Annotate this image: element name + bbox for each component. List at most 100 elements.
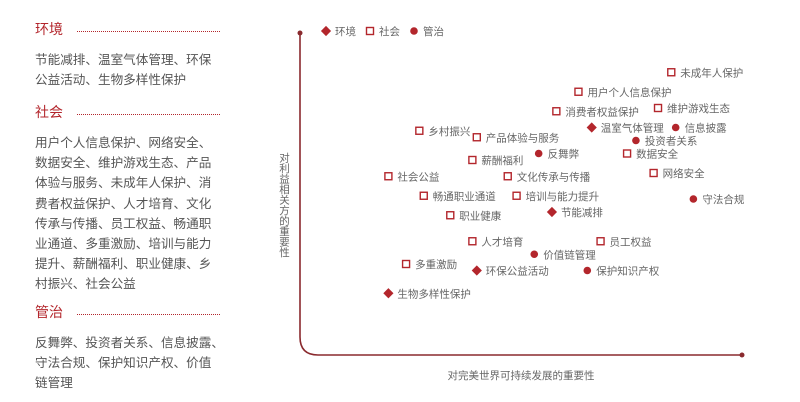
data-point: 价值链管理 — [530, 248, 596, 261]
point-label: 未成年人保护 — [680, 66, 743, 79]
dotted-divider — [77, 30, 220, 32]
data-point: 未成年人保护 — [667, 66, 743, 79]
data-point: 员工权益 — [596, 235, 652, 248]
point-label: 薪酬福利 — [481, 154, 523, 167]
point-label: 节能减排 — [561, 206, 603, 219]
point-marker — [384, 172, 393, 181]
point-label: 乡村振兴 — [428, 125, 470, 138]
point-marker — [586, 122, 597, 133]
data-point: 数据安全 — [622, 148, 679, 161]
hollow-square-marker-icon — [365, 26, 375, 36]
point-marker — [468, 155, 477, 165]
point-marker — [415, 126, 424, 135]
data-point: 节能减排 — [546, 206, 603, 219]
data-point: 维护游戏生态 — [653, 102, 731, 115]
point-marker — [667, 68, 676, 77]
data-point: 信息披露 — [671, 122, 727, 135]
legend-label: 管治 — [423, 25, 444, 38]
section-title: 社会 — [35, 105, 63, 121]
legend-label: 社会 — [379, 25, 400, 38]
data-point: 乡村振兴 — [415, 125, 470, 138]
point-label: 畅通职业通道 — [433, 190, 496, 203]
text-line: 提升、薪酬福利、职业健康、乡 — [35, 256, 212, 272]
point-marker — [622, 149, 632, 158]
data-point: 畅通职业通道 — [419, 190, 496, 203]
legend-item: 环境 — [320, 25, 356, 38]
text-line: 传承与传播、员工权益、畅通职 — [35, 215, 212, 231]
data-point: 守法合规 — [689, 193, 745, 206]
point-label: 产品体验与服务 — [486, 131, 560, 144]
point-label: 员工权益 — [610, 235, 652, 248]
point-label: 用户个人信息保护 — [587, 86, 671, 99]
data-point: 多重激励 — [401, 258, 457, 271]
point-label: 网络安全 — [663, 167, 705, 180]
point-marker — [632, 136, 640, 145]
point-label: 人才培育 — [481, 235, 523, 248]
legend-item: 社会 — [365, 25, 400, 38]
point-marker — [649, 168, 658, 178]
point-marker — [596, 237, 605, 246]
data-point: 培训与能力提升 — [512, 190, 600, 203]
data-point: 消费者权益保护 — [552, 105, 639, 118]
point-label: 消费者权益保护 — [565, 105, 639, 118]
text-line: 守法合规、保护知识产权、价值 — [35, 355, 212, 371]
section-social-header: 社会 — [35, 102, 220, 122]
data-point: 人才培育 — [468, 235, 523, 248]
dotted-divider — [77, 313, 220, 315]
point-label: 培训与能力提升 — [526, 190, 600, 203]
point-marker — [574, 87, 583, 96]
data-point: 生物多样性保护 — [383, 287, 471, 300]
data-point: 产品体验与服务 — [472, 131, 560, 144]
data-point: 薪酬福利 — [468, 154, 523, 167]
point-marker — [419, 191, 428, 200]
point-label: 数据安全 — [636, 148, 678, 161]
point-marker — [472, 133, 481, 142]
point-label: 多重激励 — [415, 258, 457, 271]
point-label: 温室气体管理 — [601, 122, 664, 135]
point-marker — [468, 237, 477, 246]
point-label: 维护游戏生态 — [667, 102, 730, 115]
section-environment-body: 节能减排、温室气体管理、环保 公益活动、生物多样性保护 — [35, 50, 211, 90]
axis-end-dot — [739, 352, 745, 358]
point-marker — [503, 172, 512, 181]
legend-label: 环境 — [335, 25, 356, 38]
text-line: 费者权益保护、人才培育、文化 — [35, 195, 212, 211]
axis-end-dot — [297, 30, 303, 36]
point-label: 生物多样性保护 — [397, 287, 471, 300]
point-marker — [534, 149, 543, 158]
section-title: 管治 — [35, 305, 63, 321]
section-governance-body: 反舞弊、投资者关系、信息披露、 守法合规、保护知识产权、价值 链管理 — [35, 333, 224, 394]
point-marker — [446, 211, 455, 220]
x-axis-label: 对完美世界可持续发展的重要性 — [448, 369, 595, 382]
text-line: 体验与服务、未成年人保护、消 — [35, 175, 212, 191]
data-point: 投资者关系 — [632, 135, 697, 148]
point-marker — [546, 206, 558, 218]
text-line: 节能减排、温室气体管理、环保 — [35, 52, 212, 67]
data-point: 职业健康 — [446, 209, 502, 222]
point-marker — [530, 250, 539, 259]
point-marker — [383, 288, 394, 299]
dotted-divider — [77, 113, 220, 115]
point-label: 守法合规 — [702, 193, 744, 206]
point-marker — [689, 195, 698, 203]
point-label: 社会公益 — [397, 170, 439, 183]
section-environment-header: 环境 — [35, 19, 220, 39]
point-marker — [401, 259, 411, 269]
point-marker — [471, 265, 482, 276]
text-line: 数据安全、维护游戏生态、产品 — [35, 155, 212, 171]
text-line: 反舞弊、投资者关系、信息披露、 — [35, 335, 224, 350]
point-label: 文化传承与传播 — [517, 170, 591, 183]
data-point: 社会公益 — [384, 170, 440, 183]
section-title: 环境 — [35, 22, 63, 38]
point-marker — [671, 123, 680, 132]
data-point: 文化传承与传播 — [503, 170, 591, 183]
data-point: 保护知识产权 — [583, 265, 660, 278]
data-point: 温室气体管理 — [586, 122, 664, 135]
section-governance-header: 管治 — [35, 302, 220, 322]
legend-item: 管治 — [410, 25, 444, 38]
text-line: 链管理 — [35, 375, 73, 391]
point-label: 价值链管理 — [543, 248, 596, 261]
point-label: 信息披露 — [685, 122, 727, 135]
diamond-marker-icon — [320, 25, 332, 37]
